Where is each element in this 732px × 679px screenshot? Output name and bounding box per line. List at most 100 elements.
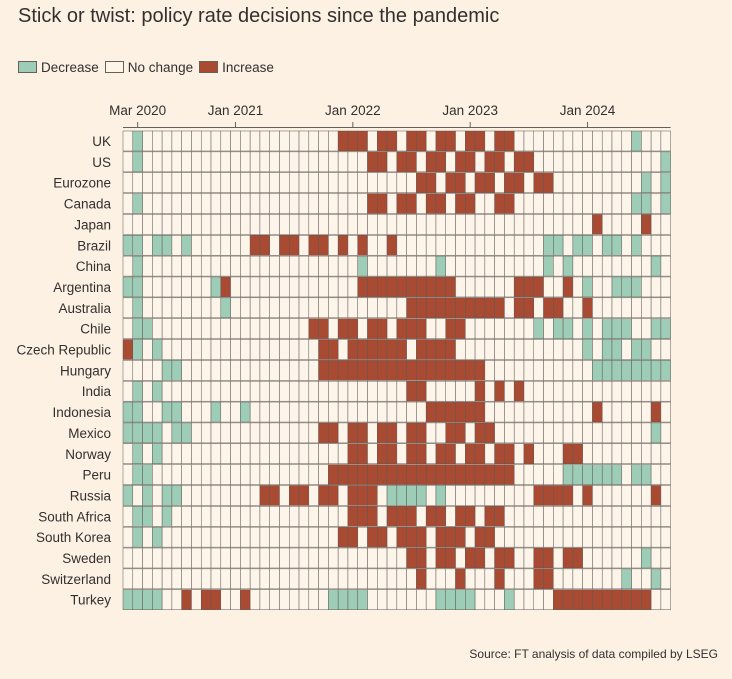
heatmap-cell-no-change bbox=[328, 255, 339, 277]
heatmap-cell-no-change bbox=[191, 339, 202, 360]
heatmap-cell-no-change bbox=[465, 255, 476, 277]
heatmap-cell-increase bbox=[504, 443, 515, 464]
heatmap-cell-no-change bbox=[230, 443, 241, 464]
heatmap-cell-no-change bbox=[621, 422, 632, 444]
heatmap-cell-no-change bbox=[220, 443, 231, 464]
heatmap-cell-increase bbox=[328, 464, 339, 485]
heatmap-cell-no-change bbox=[513, 339, 525, 360]
heatmap-cell-no-change bbox=[533, 130, 544, 152]
heatmap-cell-increase bbox=[445, 422, 456, 444]
heatmap-cell-no-change bbox=[152, 401, 163, 423]
row-label: Mexico bbox=[68, 426, 111, 441]
heatmap-cell-no-change bbox=[289, 214, 300, 235]
heatmap-cell-no-change bbox=[523, 589, 535, 610]
heatmap-cell-no-change bbox=[347, 235, 358, 256]
heatmap-cell-no-change bbox=[601, 276, 613, 298]
heatmap-cell-increase bbox=[386, 276, 398, 298]
heatmap-cell-decrease bbox=[553, 318, 564, 339]
heatmap-cell-no-change bbox=[122, 506, 134, 527]
heatmap-cell-no-change bbox=[191, 422, 202, 444]
heatmap-cell-no-change bbox=[142, 130, 153, 152]
heatmap-cell-increase bbox=[494, 380, 505, 402]
heatmap-cell-increase bbox=[582, 485, 593, 506]
heatmap-cell-increase bbox=[445, 526, 456, 548]
heatmap-cell-no-change bbox=[259, 506, 270, 527]
heatmap-cell-no-change bbox=[533, 401, 544, 423]
heatmap-cell-no-change bbox=[308, 464, 319, 485]
heatmap-cell-no-change bbox=[181, 172, 192, 193]
heatmap-cell-no-change bbox=[494, 360, 505, 381]
heatmap-cell-no-change bbox=[289, 151, 300, 173]
heatmap-cell-increase bbox=[416, 380, 427, 402]
heatmap-cell-no-change bbox=[367, 443, 378, 464]
heatmap-cell-no-change bbox=[553, 526, 564, 548]
heatmap-cell-no-change bbox=[249, 589, 261, 610]
heatmap-cell-no-change bbox=[543, 130, 554, 152]
heatmap-cell-increase bbox=[406, 380, 417, 402]
heatmap-cell-no-change bbox=[601, 422, 613, 444]
heatmap-cell-no-change bbox=[142, 235, 153, 256]
heatmap-cell-no-change bbox=[367, 214, 378, 235]
heatmap-cell-no-change bbox=[523, 401, 535, 423]
heatmap-cell-increase bbox=[504, 464, 515, 485]
heatmap-cell-no-change bbox=[406, 235, 417, 256]
heatmap-cell-no-change bbox=[230, 380, 241, 402]
heatmap-cell-no-change bbox=[210, 506, 222, 527]
heatmap-cell-no-change bbox=[279, 464, 290, 485]
heatmap-cell-decrease bbox=[132, 401, 143, 423]
heatmap-cell-no-change bbox=[191, 193, 202, 214]
heatmap-cell-no-change bbox=[328, 235, 339, 256]
heatmap-cell-no-change bbox=[386, 568, 398, 590]
heatmap-cell-increase bbox=[416, 443, 427, 464]
heatmap-cell-no-change bbox=[230, 422, 241, 444]
heatmap-cell-no-change bbox=[259, 360, 270, 381]
heatmap-cell-no-change bbox=[562, 297, 574, 319]
heatmap-cell-increase bbox=[347, 443, 358, 464]
heatmap-cell-no-change bbox=[269, 255, 280, 277]
heatmap-cell-no-change bbox=[318, 214, 329, 235]
heatmap-cell-increase bbox=[357, 130, 368, 152]
heatmap-cell-increase bbox=[347, 506, 358, 527]
heatmap-cell-increase bbox=[465, 547, 476, 569]
heatmap-cell-no-change bbox=[259, 318, 270, 339]
heatmap-cell-increase bbox=[465, 297, 476, 319]
heatmap-cell-increase bbox=[494, 193, 505, 214]
heatmap-cell-no-change bbox=[220, 130, 231, 152]
heatmap-cell-increase bbox=[484, 172, 495, 193]
heatmap-cell-no-change bbox=[249, 172, 261, 193]
heatmap-cell-increase bbox=[445, 401, 456, 423]
heatmap-cell-no-change bbox=[240, 443, 251, 464]
heatmap-cell-no-change bbox=[494, 318, 505, 339]
heatmap-cell-no-change bbox=[337, 151, 349, 173]
row-label: Czech Republic bbox=[16, 343, 111, 358]
heatmap-cell-no-change bbox=[318, 276, 329, 298]
heatmap-cell-no-change bbox=[240, 506, 251, 527]
heatmap-cell-no-change bbox=[650, 193, 662, 214]
heatmap-cell-increase bbox=[465, 506, 476, 527]
heatmap-cell-no-change bbox=[259, 172, 270, 193]
heatmap-cell-no-change bbox=[357, 318, 368, 339]
heatmap-cell-no-change bbox=[249, 360, 261, 381]
heatmap-cell-decrease bbox=[611, 276, 623, 298]
heatmap-cell-no-change bbox=[200, 401, 212, 423]
heatmap-cell-decrease bbox=[435, 589, 446, 610]
heatmap-row: Sweden bbox=[62, 547, 671, 569]
heatmap-cell-no-change bbox=[631, 380, 642, 402]
heatmap-cell-increase bbox=[494, 297, 505, 319]
x-tick-label: Jan 2024 bbox=[560, 103, 616, 118]
heatmap-cell-no-change bbox=[641, 401, 652, 423]
heatmap-cell-no-change bbox=[210, 422, 222, 444]
heatmap-cell-no-change bbox=[279, 318, 290, 339]
heatmap-cell-no-change bbox=[289, 443, 300, 464]
heatmap-cell-no-change bbox=[122, 193, 134, 214]
heatmap-cell-increase bbox=[406, 422, 417, 444]
heatmap-cell-no-change bbox=[572, 297, 583, 319]
heatmap-cell-no-change bbox=[367, 172, 378, 193]
heatmap-cell-no-change bbox=[171, 380, 182, 402]
heatmap-cell-no-change bbox=[553, 360, 564, 381]
heatmap-cell-no-change bbox=[171, 464, 182, 485]
heatmap-cell-no-change bbox=[513, 360, 525, 381]
heatmap-cell-no-change bbox=[289, 193, 300, 214]
heatmap-cell-no-change bbox=[308, 568, 319, 590]
heatmap-cell-increase bbox=[494, 506, 505, 527]
